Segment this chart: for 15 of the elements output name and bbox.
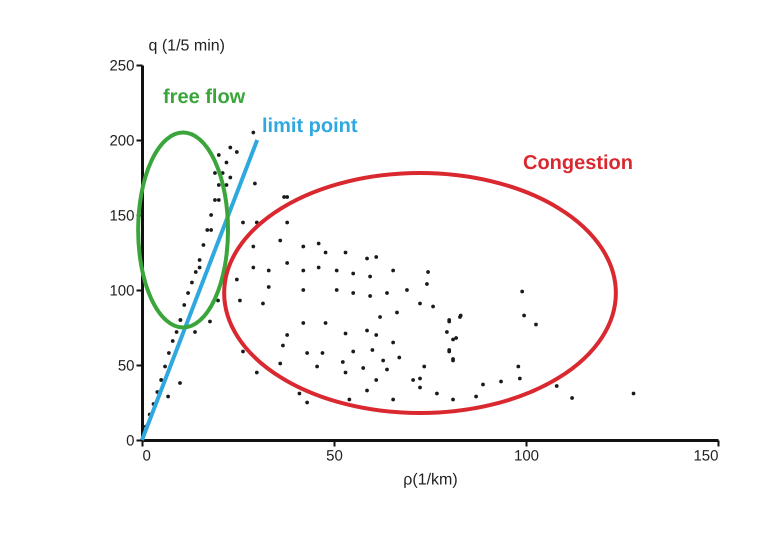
x-tick-label: 50 bbox=[326, 448, 343, 464]
y-tick-label: 150 bbox=[109, 208, 134, 224]
annotation: limit point bbox=[262, 115, 358, 137]
x-tick-label: 150 bbox=[693, 448, 718, 464]
x-axis-title: ρ(1/km) bbox=[403, 472, 458, 488]
y-tick-label: 100 bbox=[109, 282, 134, 300]
y-tick-label: 200 bbox=[109, 132, 134, 150]
x-tick-label: 0 bbox=[142, 448, 151, 464]
annotation: free flow bbox=[163, 86, 246, 108]
y-axis-title: q (1/5 min) bbox=[148, 38, 225, 54]
x-tick-label: 100 bbox=[514, 448, 540, 464]
y-tick-label: 0 bbox=[126, 432, 134, 450]
annotation: Congestion bbox=[523, 152, 633, 174]
y-tick-label: 250 bbox=[109, 58, 134, 74]
y-tick-label: 50 bbox=[118, 358, 134, 374]
